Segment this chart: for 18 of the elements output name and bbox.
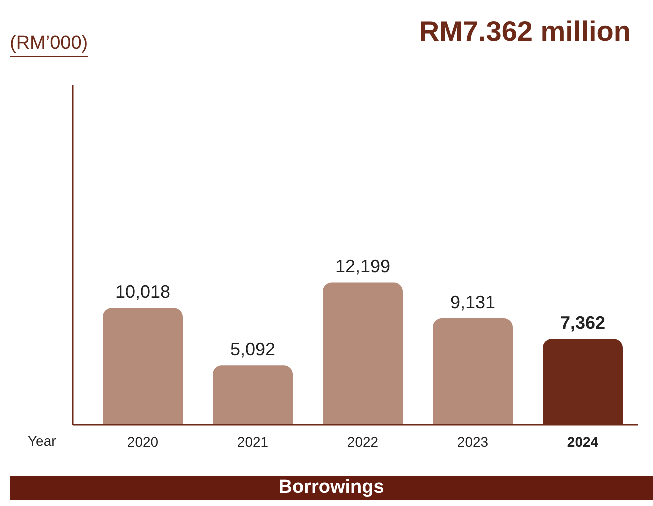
data-label: 9,131	[450, 292, 496, 313]
bar	[213, 366, 293, 425]
data-label: 7,362	[560, 313, 606, 334]
text: Borrowings	[10, 476, 653, 500]
x-tick-label: 2021	[237, 434, 269, 450]
x-tick-label: 2023	[457, 434, 489, 450]
data-label: 5,092	[230, 340, 276, 360]
x-tick-label: 2020	[127, 434, 159, 450]
x-axis-title: Year	[28, 433, 56, 449]
chart-title: RM7.362 million	[419, 16, 631, 48]
bar	[433, 318, 513, 425]
data-label: 10,018	[115, 282, 171, 302]
bar	[103, 308, 183, 425]
x-tick-label: 2022	[347, 434, 379, 450]
text: (RM’000)	[10, 32, 88, 57]
bar	[323, 282, 403, 425]
data-label: 12,199	[335, 256, 391, 277]
x-tick-label: 2024	[567, 434, 599, 450]
